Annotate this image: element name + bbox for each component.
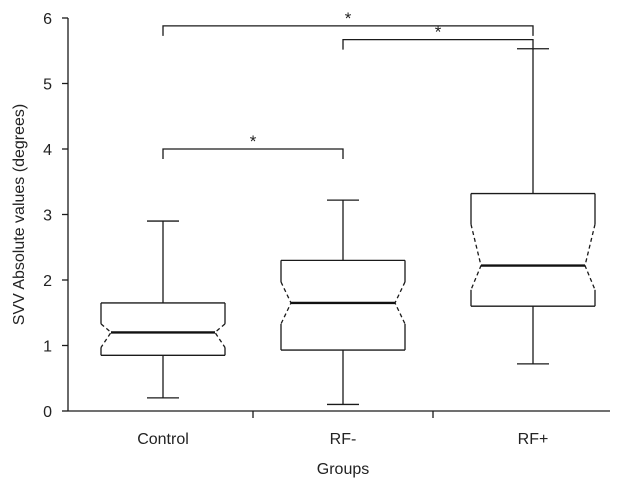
y-tick-label: 2 xyxy=(43,273,52,290)
x-tick-label: RF- xyxy=(330,431,357,448)
y-tick-label: 3 xyxy=(43,208,52,225)
y-axis-title: SVV Absolute values (degrees) xyxy=(11,104,28,325)
notch-left xyxy=(280,281,292,325)
notch-right xyxy=(394,281,406,325)
x-tick-label: RF+ xyxy=(518,431,549,448)
y-tick-label: 5 xyxy=(43,77,52,94)
significance-star: * xyxy=(345,9,352,28)
significance-bracket: * xyxy=(342,23,534,50)
x-tick-label: Control xyxy=(137,431,189,448)
bracket-line xyxy=(162,148,344,159)
bracket-line xyxy=(162,25,534,36)
significance-star: * xyxy=(435,23,442,42)
y-tick-label: 4 xyxy=(43,142,52,159)
notch-right xyxy=(584,224,596,291)
significance-star: * xyxy=(250,132,257,151)
x-axis-title: Groups xyxy=(317,461,369,478)
y-tick-label: 1 xyxy=(43,339,52,356)
y-tick-label: 6 xyxy=(43,11,52,28)
bracket-line xyxy=(342,38,534,50)
plot-area: 0 1 2 3 4 5 6 Control RF- RF+ * * * xyxy=(43,9,610,448)
y-tick-label: 0 xyxy=(43,404,52,421)
box-rf xyxy=(470,48,596,365)
notch-left xyxy=(100,323,112,348)
notch-right xyxy=(214,323,226,348)
significance-bracket: * xyxy=(162,9,534,36)
box-control xyxy=(100,220,226,399)
notch-left xyxy=(470,224,482,291)
box-rf xyxy=(280,199,406,406)
significance-bracket: * xyxy=(162,132,344,159)
